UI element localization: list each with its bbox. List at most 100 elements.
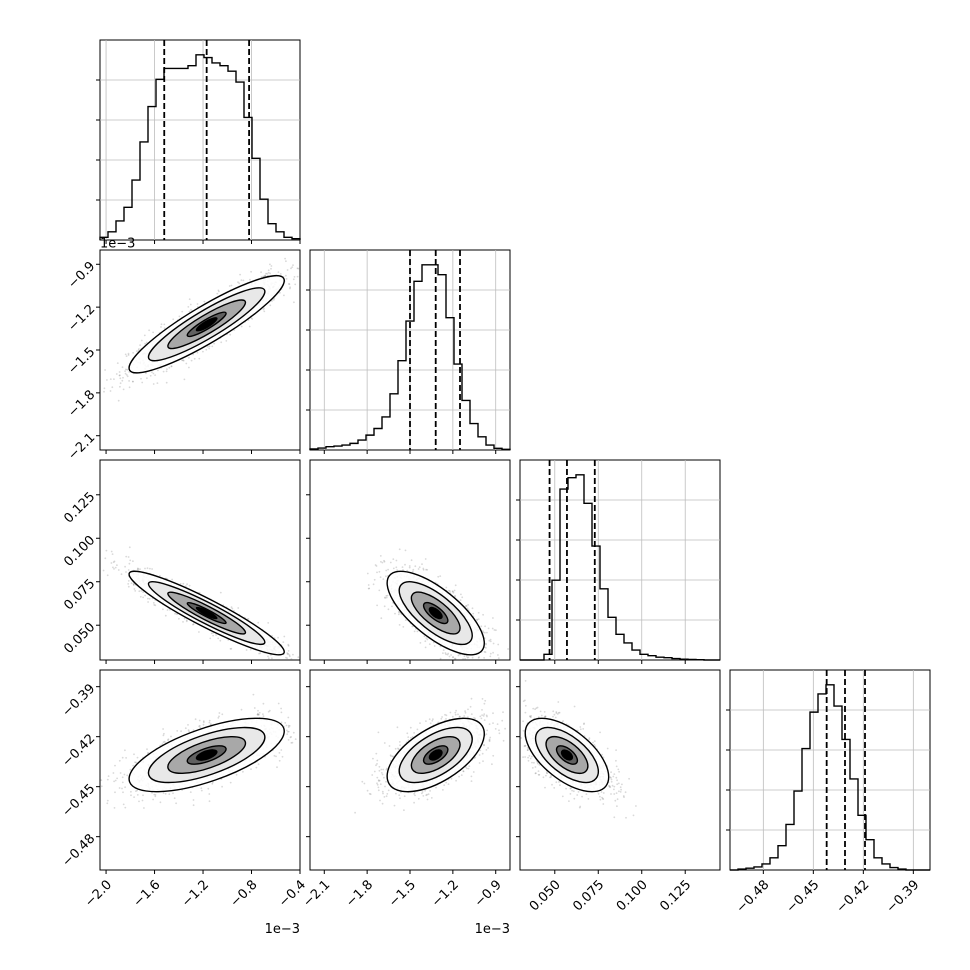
sample-point [277, 702, 280, 705]
sample-point [185, 619, 188, 622]
sample-point [163, 323, 166, 326]
sample-point [286, 652, 289, 654]
sample-point [215, 634, 218, 636]
sample-point [190, 359, 193, 362]
sample-point [116, 564, 118, 567]
sample-point [193, 357, 196, 360]
sample-point [372, 583, 375, 586]
sample-point [381, 561, 384, 564]
sample-point [433, 645, 436, 647]
sample-point [464, 657, 466, 660]
sample-point [477, 611, 480, 614]
sample-point [136, 756, 139, 759]
sample-point [497, 657, 500, 659]
sample-point [288, 654, 291, 656]
sample-point [144, 594, 147, 597]
sample-point [200, 789, 203, 792]
sample-point [160, 326, 162, 328]
sample-point [145, 372, 147, 375]
sample-point [217, 289, 220, 292]
sample-point [209, 637, 212, 640]
sample-point [198, 719, 201, 722]
sample-point [239, 273, 242, 276]
sample-point [283, 294, 285, 297]
histogram-step [99, 54, 301, 240]
sample-point [152, 331, 155, 334]
sample-point [208, 345, 211, 348]
sample-point [238, 282, 241, 285]
sample-point [175, 802, 178, 805]
sample-point [134, 590, 137, 592]
sample-point [297, 656, 300, 659]
sample-point [183, 378, 186, 381]
sample-point [402, 626, 405, 628]
sample-point [119, 382, 122, 385]
sample-point [125, 757, 127, 759]
sample-point [192, 804, 195, 807]
sample-point [124, 806, 127, 809]
sample-point [142, 596, 145, 599]
sample-point [276, 766, 278, 769]
sample-point [275, 755, 277, 758]
sample-point [382, 578, 385, 580]
sample-point [285, 260, 287, 263]
sample-point [154, 374, 157, 376]
sample-point [492, 651, 494, 654]
sample-point [297, 267, 300, 270]
sample-point [392, 567, 395, 570]
sample-point [196, 303, 199, 305]
sample-point [497, 643, 500, 646]
sample-point [269, 304, 272, 307]
sample-point [373, 578, 376, 581]
sample-point [401, 566, 404, 568]
sample-point [404, 619, 407, 621]
sample-point [188, 366, 190, 369]
sample-point [125, 368, 127, 371]
sample-point [145, 341, 148, 344]
sample-point [416, 630, 419, 633]
sample-point [450, 654, 452, 656]
sample-point [263, 307, 265, 310]
sample-point [125, 355, 128, 357]
sample-point [162, 792, 165, 794]
sample-point [404, 563, 406, 566]
sample-point [291, 266, 294, 268]
sample-point [146, 567, 149, 570]
sample-point [152, 602, 155, 604]
sample-point [484, 651, 487, 654]
sample-point [270, 267, 272, 270]
sample-point [437, 575, 440, 578]
sample-point [385, 575, 387, 578]
sample-point [270, 265, 273, 267]
sample-point [286, 657, 288, 660]
sample-point [263, 310, 266, 313]
sample-point [179, 582, 182, 585]
sample-point [162, 608, 164, 611]
sample-point [379, 555, 382, 557]
sample-point [217, 637, 220, 640]
sample-point [471, 607, 474, 610]
sample-point [186, 583, 189, 586]
sample-point [136, 567, 139, 570]
sample-point [119, 374, 121, 377]
sample-point [442, 652, 444, 654]
sample-point [385, 595, 388, 597]
sample-point [493, 629, 496, 631]
sample-point [219, 639, 222, 642]
sample-point [172, 792, 174, 795]
sample-point [461, 596, 464, 599]
sample-point [207, 787, 210, 790]
sample-point [202, 723, 205, 726]
sample-point [219, 591, 222, 594]
sample-point [113, 807, 116, 809]
sample-point [187, 306, 190, 308]
sample-point [488, 639, 491, 642]
sample-point [385, 569, 388, 572]
density-group [103, 257, 300, 402]
sample-point [269, 272, 271, 275]
sample-point [277, 636, 279, 639]
sample-point [128, 546, 131, 549]
sample-point [235, 773, 238, 776]
sample-point [107, 775, 110, 777]
sample-point [426, 638, 429, 641]
